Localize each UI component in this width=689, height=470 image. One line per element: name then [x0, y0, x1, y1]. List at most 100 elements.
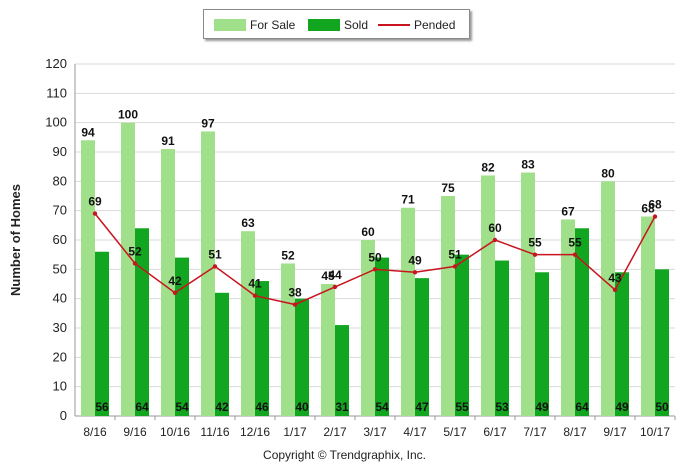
- data-label-pended: 60: [488, 221, 502, 235]
- y-tick-label: 80: [53, 173, 67, 188]
- copyright-text: Copyright © Trendgraphix, Inc.: [263, 448, 426, 462]
- x-tick-label: 7/17: [523, 425, 547, 439]
- point-pended: [292, 302, 298, 307]
- point-pended: [492, 237, 498, 243]
- data-label-for-sale: 100: [118, 108, 138, 122]
- x-tick-label: 6/17: [483, 425, 507, 439]
- bar-for-sale: [201, 131, 215, 416]
- x-tick-label: 1/17: [283, 425, 307, 439]
- bar-sold: [655, 269, 669, 416]
- bar-sold: [455, 254, 469, 416]
- bar-sold: [95, 251, 109, 416]
- data-label-for-sale: 75: [441, 181, 455, 195]
- data-label-for-sale: 68: [641, 202, 655, 216]
- data-label-sold: 53: [495, 400, 509, 414]
- bar-for-sale: [121, 122, 135, 417]
- point-pended: [172, 290, 178, 295]
- x-tick-label: 10/17: [640, 425, 670, 439]
- x-tick-label: 9/16: [123, 425, 147, 439]
- data-label-pended: 55: [568, 236, 582, 250]
- point-pended: [652, 214, 658, 219]
- x-tick-label: 10/16: [160, 425, 190, 439]
- legend: For Sale Sold Pended: [203, 9, 470, 39]
- y-tick-label: 90: [53, 144, 67, 159]
- data-label-sold: 40: [295, 400, 309, 414]
- bar-sold: [255, 281, 269, 416]
- data-label-pended: 49: [408, 253, 422, 267]
- data-label-for-sale: 82: [481, 160, 495, 174]
- y-tick-label: 100: [45, 115, 67, 130]
- data-label-pended: 68: [648, 198, 662, 212]
- legend-line-pended: [378, 24, 410, 26]
- y-tick-label: 0: [60, 408, 67, 423]
- data-label-sold: 64: [575, 400, 589, 414]
- data-label-for-sale: 94: [81, 125, 95, 139]
- data-label-for-sale: 45: [321, 269, 335, 283]
- data-label-sold: 42: [215, 400, 229, 414]
- data-label-pended: 52: [128, 244, 142, 258]
- data-label-sold: 31: [335, 400, 349, 414]
- legend-label-pended: Pended: [414, 18, 456, 32]
- data-label-sold: 54: [175, 400, 189, 414]
- data-label-sold: 50: [655, 400, 669, 414]
- point-pended: [372, 267, 378, 272]
- y-tick-label: 30: [53, 320, 67, 335]
- data-label-for-sale: 80: [601, 166, 615, 180]
- bar-for-sale: [601, 181, 615, 416]
- bar-sold: [575, 228, 589, 416]
- data-label-sold: 55: [455, 400, 469, 414]
- bar-for-sale: [401, 207, 415, 416]
- data-label-sold: 54: [375, 400, 389, 414]
- x-tick-label: 5/17: [443, 425, 467, 439]
- y-axis-label: Number of Homes: [8, 184, 23, 296]
- bar-for-sale: [521, 172, 535, 416]
- data-label-sold: 64: [135, 400, 149, 414]
- point-pended: [532, 252, 538, 257]
- point-pended: [452, 264, 458, 269]
- legend-swatch-for-sale: [214, 19, 246, 31]
- legend-label-sold: Sold: [344, 18, 369, 32]
- data-label-pended: 69: [88, 195, 102, 209]
- data-label-pended: 44: [328, 268, 342, 282]
- data-label-pended: 51: [448, 247, 462, 261]
- bar-sold: [135, 228, 149, 416]
- data-label-for-sale: 63: [241, 216, 255, 230]
- data-label-for-sale: 71: [401, 193, 415, 207]
- point-pended: [612, 287, 618, 293]
- y-tick-label: 70: [53, 203, 67, 218]
- y-tick-label: 110: [46, 85, 67, 100]
- point-pended: [132, 261, 138, 266]
- x-tick-label: 2/17: [323, 425, 347, 439]
- bar-sold: [535, 272, 549, 416]
- bar-sold: [295, 298, 309, 416]
- data-label-pended: 38: [288, 286, 302, 300]
- bar-sold: [175, 257, 189, 416]
- bar-sold: [495, 260, 509, 416]
- point-pended: [252, 293, 258, 298]
- bar-sold: [335, 325, 349, 416]
- bar-for-sale: [441, 196, 455, 416]
- data-label-pended: 55: [528, 236, 542, 250]
- y-tick-label: 60: [53, 232, 67, 247]
- point-pended: [412, 270, 418, 275]
- x-tick-label: 3/17: [363, 425, 387, 439]
- data-label-sold: 49: [535, 400, 549, 414]
- data-label-pended: 43: [608, 271, 622, 285]
- data-label-pended: 41: [248, 277, 262, 291]
- legend-label-for-sale: For Sale: [250, 18, 296, 32]
- bar-for-sale: [361, 240, 375, 416]
- point-pended: [92, 211, 98, 216]
- data-label-for-sale: 91: [161, 134, 175, 148]
- data-label-sold: 49: [615, 400, 629, 414]
- data-label-pended: 42: [168, 274, 182, 288]
- data-label-sold: 47: [415, 400, 429, 414]
- y-tick-label: 120: [45, 56, 67, 71]
- x-tick-label: 9/17: [603, 425, 627, 439]
- x-tick-label: 8/16: [83, 425, 107, 439]
- y-tick-label: 40: [53, 291, 67, 306]
- y-tick-label: 20: [53, 349, 67, 364]
- bar-sold: [375, 257, 389, 416]
- bar-for-sale: [641, 216, 655, 416]
- data-label-for-sale: 97: [201, 116, 215, 130]
- data-label-pended: 50: [368, 250, 382, 264]
